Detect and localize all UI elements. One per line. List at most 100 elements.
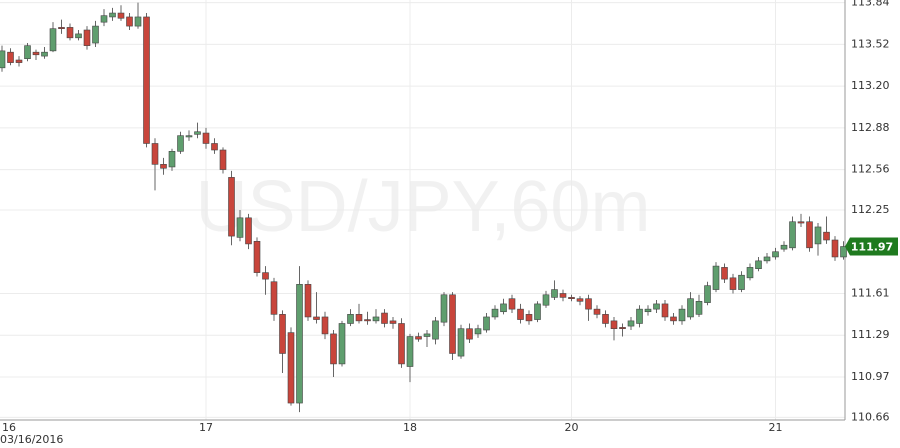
candle-body bbox=[661, 303, 669, 318]
candle-body bbox=[389, 320, 397, 324]
candle-body bbox=[831, 239, 839, 258]
candle-body bbox=[738, 274, 745, 290]
y-tick-label: 110.66 bbox=[851, 410, 890, 423]
candle-body bbox=[500, 303, 507, 313]
y-tick-label: 113.20 bbox=[851, 79, 890, 92]
candle-body bbox=[194, 131, 201, 135]
grid bbox=[0, 0, 845, 420]
candle-body bbox=[585, 298, 592, 310]
x-tick-label: 20 bbox=[565, 421, 579, 434]
candle-body bbox=[245, 217, 252, 245]
candle-body bbox=[211, 143, 218, 151]
candle-body bbox=[49, 28, 57, 52]
candle-body bbox=[517, 308, 524, 320]
candle-body bbox=[491, 308, 499, 318]
candle-body bbox=[721, 267, 728, 280]
candle-body bbox=[372, 316, 380, 322]
candle-body bbox=[15, 59, 23, 63]
y-tick-label: 113.52 bbox=[851, 37, 890, 50]
candle-body bbox=[551, 289, 558, 298]
candle-body bbox=[415, 336, 422, 340]
candle-body bbox=[202, 132, 210, 144]
candle-body bbox=[75, 33, 82, 39]
candle-body bbox=[627, 320, 635, 327]
candle-body bbox=[559, 293, 567, 298]
date-label: 03/16/2016 bbox=[0, 433, 63, 446]
candle-body bbox=[678, 308, 686, 322]
x-tick-label: 16 bbox=[2, 421, 16, 434]
candle-body bbox=[381, 312, 388, 324]
y-tick-label: 111.29 bbox=[851, 328, 890, 341]
price-tag-label: 111.97 bbox=[851, 241, 893, 254]
candle-body bbox=[160, 164, 167, 169]
candle-body bbox=[338, 323, 346, 365]
candle-body bbox=[797, 221, 805, 224]
watermark: USD/JPY,60m bbox=[196, 167, 651, 247]
candle-body bbox=[704, 285, 711, 303]
candle-body bbox=[449, 294, 456, 354]
candle-body bbox=[270, 281, 278, 315]
candle-body bbox=[695, 301, 703, 315]
candle-body bbox=[321, 316, 329, 335]
candle-body bbox=[330, 333, 337, 365]
candle-body bbox=[644, 308, 652, 313]
candle-body bbox=[576, 298, 584, 302]
candle-body bbox=[755, 260, 762, 269]
candle-body bbox=[746, 267, 754, 279]
x-tick-label: 17 bbox=[199, 421, 213, 434]
y-tick-label: 112.56 bbox=[851, 163, 890, 176]
candle-body bbox=[440, 294, 448, 323]
candle-body bbox=[151, 143, 159, 165]
candle-body bbox=[406, 336, 414, 367]
candle-body bbox=[772, 251, 779, 258]
price-tag bbox=[845, 237, 898, 256]
candle-body bbox=[253, 241, 261, 273]
candle-body bbox=[143, 16, 150, 144]
candle-body bbox=[542, 294, 550, 306]
candle-body bbox=[780, 244, 788, 250]
candle-body bbox=[109, 12, 116, 18]
candle-body bbox=[474, 328, 482, 335]
candle-body bbox=[806, 221, 813, 249]
candle-body bbox=[636, 308, 643, 324]
candle-body bbox=[355, 314, 363, 322]
candle-body bbox=[763, 256, 771, 262]
candle-body bbox=[602, 314, 609, 324]
x-tick-label: 18 bbox=[403, 421, 417, 434]
candle-body bbox=[296, 284, 303, 404]
candle-body bbox=[483, 316, 490, 331]
candle-body bbox=[466, 328, 473, 340]
candle-body bbox=[126, 16, 133, 27]
y-tick-label: 113.84 bbox=[851, 0, 890, 9]
candle-body bbox=[423, 333, 431, 337]
candle-body bbox=[134, 16, 142, 27]
candle-body bbox=[177, 135, 184, 152]
candle-body bbox=[398, 323, 405, 365]
candle-body bbox=[304, 284, 312, 318]
y-tick-label: 110.97 bbox=[851, 370, 890, 383]
candle-body bbox=[823, 231, 830, 241]
candle-body bbox=[432, 320, 439, 340]
candle-body bbox=[287, 332, 295, 404]
candle-body bbox=[610, 320, 618, 329]
candle-body bbox=[32, 51, 40, 56]
candle-body bbox=[24, 45, 31, 59]
candle-body bbox=[83, 29, 91, 46]
candle-body bbox=[185, 135, 193, 138]
x-tick-label: 21 bbox=[769, 421, 783, 434]
candle-body bbox=[670, 316, 677, 322]
candle-body bbox=[729, 277, 737, 290]
y-tick-label: 111.61 bbox=[851, 286, 890, 299]
candle-body bbox=[236, 217, 244, 238]
candle-body bbox=[347, 314, 354, 324]
candle-body bbox=[457, 328, 465, 357]
candle-body bbox=[508, 298, 516, 310]
candle-body bbox=[66, 27, 74, 39]
candle-body bbox=[653, 303, 660, 310]
candle-body bbox=[168, 151, 176, 168]
candle-body bbox=[117, 12, 125, 19]
candle-body bbox=[7, 51, 14, 63]
candle-body bbox=[219, 149, 227, 170]
candle-body bbox=[364, 319, 371, 322]
